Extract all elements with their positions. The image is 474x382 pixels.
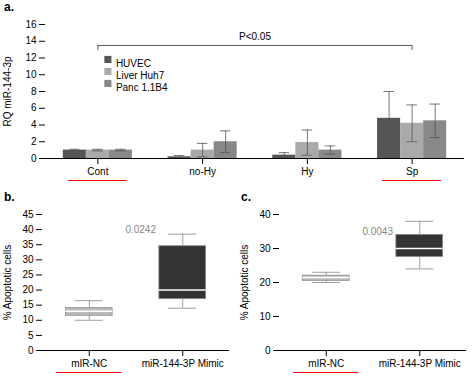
svg-text:45: 45 xyxy=(22,209,34,220)
svg-text:Panc 1.1B4: Panc 1.1B4 xyxy=(116,82,168,93)
svg-text:14: 14 xyxy=(25,35,37,46)
svg-text:HUVEC: HUVEC xyxy=(116,58,151,69)
html-text:a.: a. xyxy=(4,0,14,14)
svg-text:25: 25 xyxy=(22,269,34,280)
svg-text:Liver Huh7: Liver Huh7 xyxy=(116,70,165,81)
svg-text:15: 15 xyxy=(22,299,34,310)
svg-text:8: 8 xyxy=(31,86,37,97)
svg-text:% Apoptotic cells: % Apoptotic cells xyxy=(239,245,250,321)
svg-text:35: 35 xyxy=(22,239,34,250)
svg-text:6: 6 xyxy=(31,102,37,113)
svg-text:0.0043: 0.0043 xyxy=(362,226,393,237)
svg-text:10: 10 xyxy=(22,314,34,325)
svg-text:40: 40 xyxy=(259,209,271,220)
svg-text:12: 12 xyxy=(25,52,37,63)
svg-text:Hy: Hy xyxy=(301,166,313,177)
html-text:b.: b. xyxy=(4,190,15,204)
svg-text:0.0242: 0.0242 xyxy=(125,224,156,235)
svg-text:miR-144-3P Mimic: miR-144-3P Mimic xyxy=(142,358,224,369)
svg-text:20: 20 xyxy=(259,277,271,288)
html-text:c.: c. xyxy=(241,190,251,204)
svg-text:mIR-NC: mIR-NC xyxy=(71,358,107,369)
svg-text:0: 0 xyxy=(28,345,34,356)
svg-text:40: 40 xyxy=(22,224,34,235)
svg-text:Sp: Sp xyxy=(406,166,419,177)
svg-text:5: 5 xyxy=(28,330,34,341)
svg-text:0: 0 xyxy=(31,153,37,164)
svg-text:P<0.05: P<0.05 xyxy=(239,31,271,42)
svg-text:20: 20 xyxy=(22,284,34,295)
svg-text:2: 2 xyxy=(31,136,37,147)
svg-text:miR-144-3P Mimic: miR-144-3P Mimic xyxy=(379,358,461,369)
svg-text:no-Hy: no-Hy xyxy=(189,166,216,177)
svg-text:16: 16 xyxy=(25,19,37,30)
svg-text:4: 4 xyxy=(31,119,37,130)
svg-text:30: 30 xyxy=(22,254,34,265)
svg-text:10: 10 xyxy=(259,311,271,322)
svg-text:Cont: Cont xyxy=(87,166,108,177)
svg-text:10: 10 xyxy=(25,69,37,80)
svg-text:RQ miR-144-3p: RQ miR-144-3p xyxy=(2,56,13,126)
svg-text:% Apoptotic cells: % Apoptotic cells xyxy=(2,245,13,321)
svg-text:0: 0 xyxy=(265,345,271,356)
svg-text:30: 30 xyxy=(259,243,271,254)
svg-text:mIR-NC: mIR-NC xyxy=(308,358,344,369)
